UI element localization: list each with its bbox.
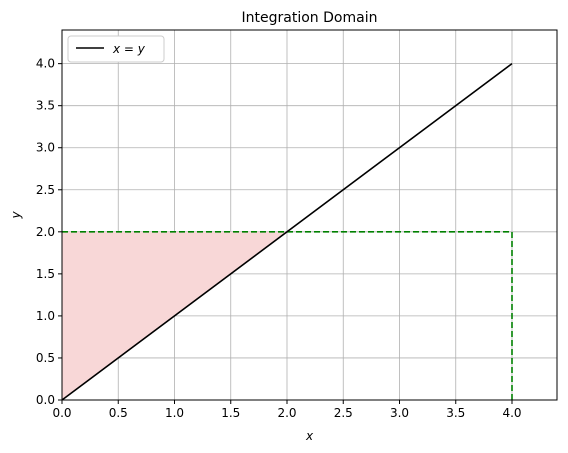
series-layer [61, 62, 513, 401]
y-axis-ticks: 0.0 0.5 1.0 1.5 2.0 2.5 3.0 3.5 4.0 [36, 57, 62, 407]
x-tick-label: 2.5 [334, 406, 353, 420]
y-tick-label: 0.5 [36, 351, 55, 365]
x-tick-label: 4.0 [502, 406, 521, 420]
legend-label: x = y [112, 42, 146, 56]
x-tick-label: 3.5 [446, 406, 465, 420]
series-line [61, 62, 513, 401]
legend: x = y [67, 35, 165, 63]
y-tick-label: 3.5 [36, 99, 55, 113]
x-tick-label: 0.5 [109, 406, 128, 420]
y-tick-label: 2.0 [36, 225, 55, 239]
y-tick-label: 3.0 [36, 141, 55, 155]
chart-title: Integration Domain [242, 10, 378, 26]
x-tick-label: 0.0 [52, 406, 71, 420]
x-axis-label: x [305, 429, 314, 443]
y-tick-label: 0.0 [36, 393, 55, 407]
x-tick-label: 1.0 [165, 406, 184, 420]
x-axis-ticks: 0.0 0.5 1.0 1.5 2.0 2.5 3.0 3.5 4.0 [52, 400, 522, 420]
y-tick-label: 4.0 [36, 57, 55, 71]
y-tick-label: 1.5 [36, 267, 55, 281]
y-axis-label: y [9, 211, 23, 220]
legend-box [67, 35, 165, 63]
plot-frame [61, 29, 558, 401]
y-tick-label: 1.0 [36, 309, 55, 323]
x-tick-label: 1.5 [221, 406, 240, 420]
x-tick-label: 3.0 [390, 406, 409, 420]
y-tick-label: 2.5 [36, 183, 55, 197]
x-tick-label: 2.0 [277, 406, 296, 420]
